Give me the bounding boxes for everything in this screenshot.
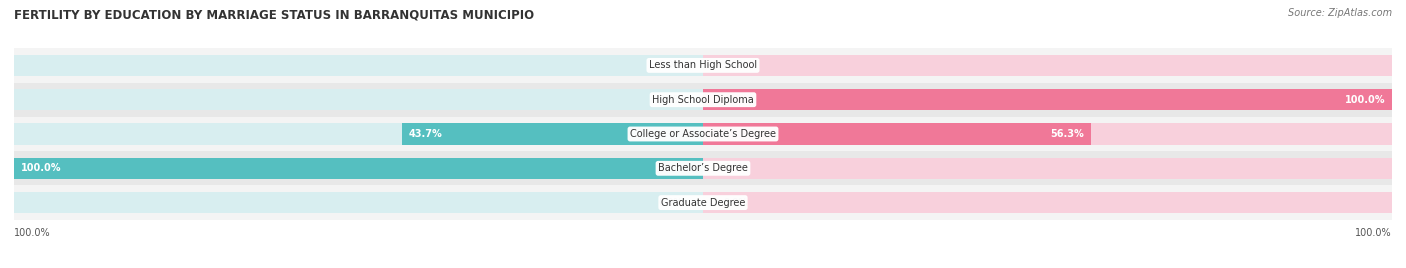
Bar (703, 89, 1392, 110)
Bar (402, 123, 703, 145)
Bar (14, 158, 703, 179)
Bar (703, 158, 1392, 179)
Text: 100.0%: 100.0% (14, 228, 51, 238)
Bar (14, 55, 703, 76)
Bar (14, 117, 1392, 151)
Bar (14, 158, 703, 179)
Bar (14, 192, 703, 213)
Text: College or Associate’s Degree: College or Associate’s Degree (630, 129, 776, 139)
Bar (14, 89, 703, 110)
Bar (14, 123, 703, 145)
Bar (703, 123, 1091, 145)
Text: FERTILITY BY EDUCATION BY MARRIAGE STATUS IN BARRANQUITAS MUNICIPIO: FERTILITY BY EDUCATION BY MARRIAGE STATU… (14, 8, 534, 21)
Text: 0.0%: 0.0% (658, 95, 682, 105)
Bar (703, 192, 1392, 213)
Text: 0.0%: 0.0% (658, 60, 682, 70)
Bar (703, 123, 1392, 145)
Text: Less than High School: Less than High School (650, 60, 756, 70)
Text: Source: ZipAtlas.com: Source: ZipAtlas.com (1288, 8, 1392, 18)
Text: 0.0%: 0.0% (724, 60, 748, 70)
Text: High School Diploma: High School Diploma (652, 95, 754, 105)
Bar (14, 185, 1392, 220)
Bar (703, 55, 1392, 76)
Text: 56.3%: 56.3% (1050, 129, 1084, 139)
Bar (14, 48, 1392, 83)
Bar (14, 151, 1392, 185)
Text: Bachelor’s Degree: Bachelor’s Degree (658, 163, 748, 173)
Text: 100.0%: 100.0% (1344, 95, 1385, 105)
Bar (703, 89, 1392, 110)
Bar (14, 83, 1392, 117)
Text: 100.0%: 100.0% (21, 163, 62, 173)
Text: Graduate Degree: Graduate Degree (661, 198, 745, 208)
Text: 100.0%: 100.0% (1355, 228, 1392, 238)
Text: 43.7%: 43.7% (409, 129, 443, 139)
Text: 0.0%: 0.0% (724, 163, 748, 173)
Text: 0.0%: 0.0% (724, 198, 748, 208)
Text: 0.0%: 0.0% (658, 198, 682, 208)
